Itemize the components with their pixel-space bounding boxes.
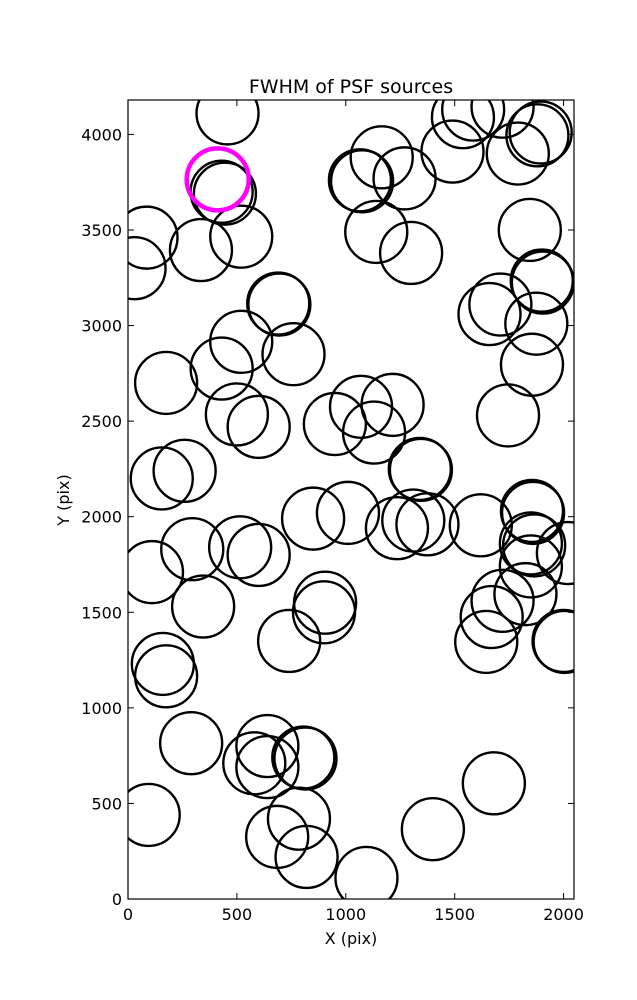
source-marker — [493, 561, 558, 627]
source-marker — [160, 516, 225, 582]
y-axis-label: Y (pix) — [54, 474, 73, 526]
chart-title: FWHM of PSF sources — [249, 76, 453, 98]
y-tick-label: 1500 — [81, 603, 122, 622]
source-marker — [440, 100, 506, 142]
source-marker — [461, 751, 527, 816]
source-marker — [204, 382, 270, 447]
source-marker — [247, 272, 312, 337]
source-marker — [168, 217, 234, 283]
source-marker — [457, 281, 522, 347]
source-marker — [420, 119, 485, 184]
source-marker — [226, 394, 291, 460]
source-marker — [430, 100, 496, 150]
source-marker — [400, 797, 466, 862]
source-marker — [485, 121, 551, 186]
source-marker — [209, 204, 274, 269]
source-marker — [470, 100, 535, 139]
x-axis-label: X (pix) — [325, 929, 378, 948]
source-marker — [315, 480, 381, 546]
x-tick-label: 1500 — [434, 905, 475, 924]
source-marker — [532, 609, 574, 675]
source-marker — [261, 322, 326, 387]
x-tick-label: 2000 — [543, 905, 584, 924]
source-marker — [235, 713, 300, 779]
y-tick-label: 3500 — [81, 221, 122, 240]
source-marker — [256, 608, 322, 674]
source-marker — [209, 309, 274, 375]
source-marker — [504, 291, 569, 356]
source-marker — [395, 492, 460, 557]
plot-frame — [127, 99, 575, 900]
source-marker — [207, 515, 273, 580]
y-tick-label: 3000 — [81, 317, 122, 336]
source-marker — [129, 446, 194, 511]
highlighted-source-marker — [184, 146, 251, 213]
source-marker — [468, 272, 533, 337]
x-tick-label: 0 — [123, 905, 133, 924]
source-marker — [341, 400, 407, 465]
source-marker — [158, 711, 224, 776]
source-marker — [388, 437, 454, 503]
source-marker — [244, 804, 310, 870]
source-marker — [128, 782, 181, 848]
source-marker — [334, 845, 399, 899]
source-marker — [266, 786, 332, 851]
source-marker — [500, 480, 566, 546]
source-marker — [133, 644, 199, 709]
source-marker — [192, 161, 258, 226]
source-marker — [280, 486, 346, 551]
y-tick-label: 0 — [112, 890, 122, 909]
source-marker — [372, 146, 437, 211]
y-tick-label: 2500 — [81, 412, 122, 431]
source-marker — [505, 103, 570, 168]
y-tick-label: 4000 — [81, 125, 122, 144]
source-marker — [499, 332, 565, 397]
source-marker — [226, 522, 291, 588]
source-marker — [459, 584, 524, 650]
source-marker — [498, 511, 564, 576]
source-marker — [128, 205, 179, 270]
y-axis: 0 500 1000 1500 2000 2500 3000 3500 4000 — [81, 125, 574, 909]
x-tick-label: 1000 — [325, 905, 366, 924]
x-tick-label: 500 — [222, 905, 253, 924]
source-marker — [508, 100, 573, 165]
source-marker — [470, 568, 535, 634]
source-marker — [133, 350, 199, 416]
y-tick-label: 500 — [91, 794, 122, 813]
source-marker — [498, 534, 564, 599]
source-marker — [329, 149, 395, 214]
source-marker — [274, 824, 339, 890]
source-marker — [378, 220, 444, 286]
x-axis: 0 500 1000 1500 2000 — [123, 100, 584, 924]
source-marker — [344, 199, 409, 265]
source-marker — [130, 631, 196, 697]
source-marker — [497, 197, 562, 263]
source-marker — [152, 438, 217, 504]
y-tick-label: 2000 — [81, 508, 122, 527]
source-marker — [271, 725, 336, 790]
source-marker — [535, 520, 574, 586]
source-marker — [128, 236, 167, 301]
source-marker — [291, 580, 357, 645]
markers-layer — [128, 100, 574, 899]
source-marker — [189, 336, 254, 401]
source-marker — [501, 513, 567, 578]
y-tick-label: 1000 — [81, 699, 122, 718]
source-marker — [364, 495, 430, 561]
source-marker — [195, 100, 260, 146]
source-marker — [302, 391, 368, 457]
source-marker — [222, 731, 287, 796]
source-marker — [170, 574, 236, 639]
source-marker — [475, 383, 541, 448]
source-marker — [349, 125, 414, 190]
source-marker — [454, 609, 519, 675]
source-marker — [128, 539, 185, 605]
